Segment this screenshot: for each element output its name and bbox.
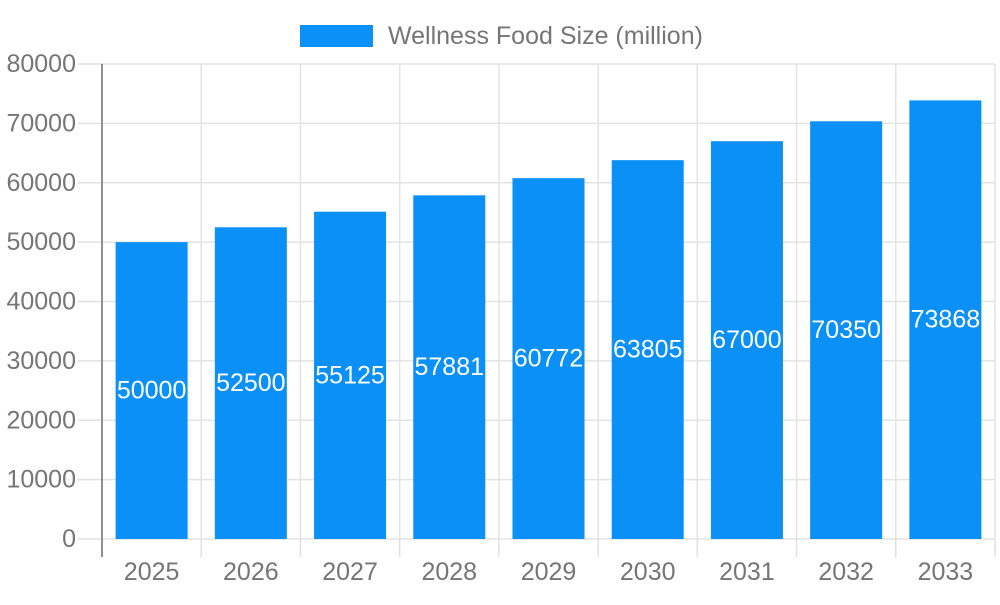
y-axis-ticks — [78, 63, 102, 540]
bar-2032 — [810, 121, 883, 539]
y-axis-label-40000: 40000 — [6, 288, 76, 316]
vertical-gridlines — [200, 64, 996, 539]
bar-2031 — [710, 141, 783, 539]
bar-value-2033: 73868 — [911, 306, 981, 334]
bar-value-2026: 52500 — [216, 369, 286, 397]
bar-2027 — [314, 211, 387, 539]
bar-value-2028: 57881 — [415, 353, 485, 381]
x-axis-label-2033: 2033 — [918, 558, 974, 586]
y-axis-label-0: 0 — [62, 525, 76, 553]
x-axis-label-2030: 2030 — [620, 558, 676, 586]
y-axis-label-50000: 50000 — [6, 228, 76, 256]
y-axis-label-80000: 80000 — [6, 50, 76, 78]
x-axis-label-2029: 2029 — [521, 558, 577, 586]
x-axis-label-2031: 2031 — [719, 558, 775, 586]
legend-label: Wellness Food Size (million) — [388, 22, 703, 50]
bar-value-2031: 67000 — [712, 326, 782, 354]
y-axis-label-10000: 10000 — [6, 466, 76, 494]
legend-swatch — [300, 25, 373, 47]
x-axis-ticks — [101, 539, 996, 557]
y-axis-label-60000: 60000 — [6, 169, 76, 197]
bars-group — [115, 100, 982, 540]
bar-value-labels: 50000 52500 55125 57881 60772 63805 67000 70350… — [117, 306, 980, 405]
bar-value-2029: 60772 — [514, 345, 584, 373]
bar-2029 — [512, 178, 585, 539]
x-axis-label-2028: 2028 — [421, 558, 477, 586]
y-axis-label-20000: 20000 — [6, 406, 76, 434]
bar-value-2030: 63805 — [613, 336, 683, 364]
x-axis-label-2026: 2026 — [223, 558, 279, 586]
y-axis-labels: 0 10000 20000 30000 40000 50000 60000 70000 8000… — [6, 50, 76, 553]
bar-value-2025: 50000 — [117, 377, 187, 405]
x-axis-label-2027: 2027 — [322, 558, 378, 586]
bar-2030 — [611, 160, 684, 539]
bar-2025 — [115, 242, 188, 539]
x-axis-labels: 2025 2026 2027 2028 2029 2030 2031 2032 2033 — [124, 558, 973, 586]
x-axis-label-2032: 2032 — [818, 558, 874, 586]
bar-2033 — [909, 100, 982, 539]
bar-value-2027: 55125 — [315, 361, 385, 389]
bar-2028 — [413, 195, 486, 540]
y-axis-label-70000: 70000 — [6, 109, 76, 137]
y-axis-label-30000: 30000 — [6, 347, 76, 375]
bar-2026 — [214, 227, 287, 539]
bar-value-2032: 70350 — [811, 316, 881, 344]
x-axis-label-2025: 2025 — [124, 558, 180, 586]
